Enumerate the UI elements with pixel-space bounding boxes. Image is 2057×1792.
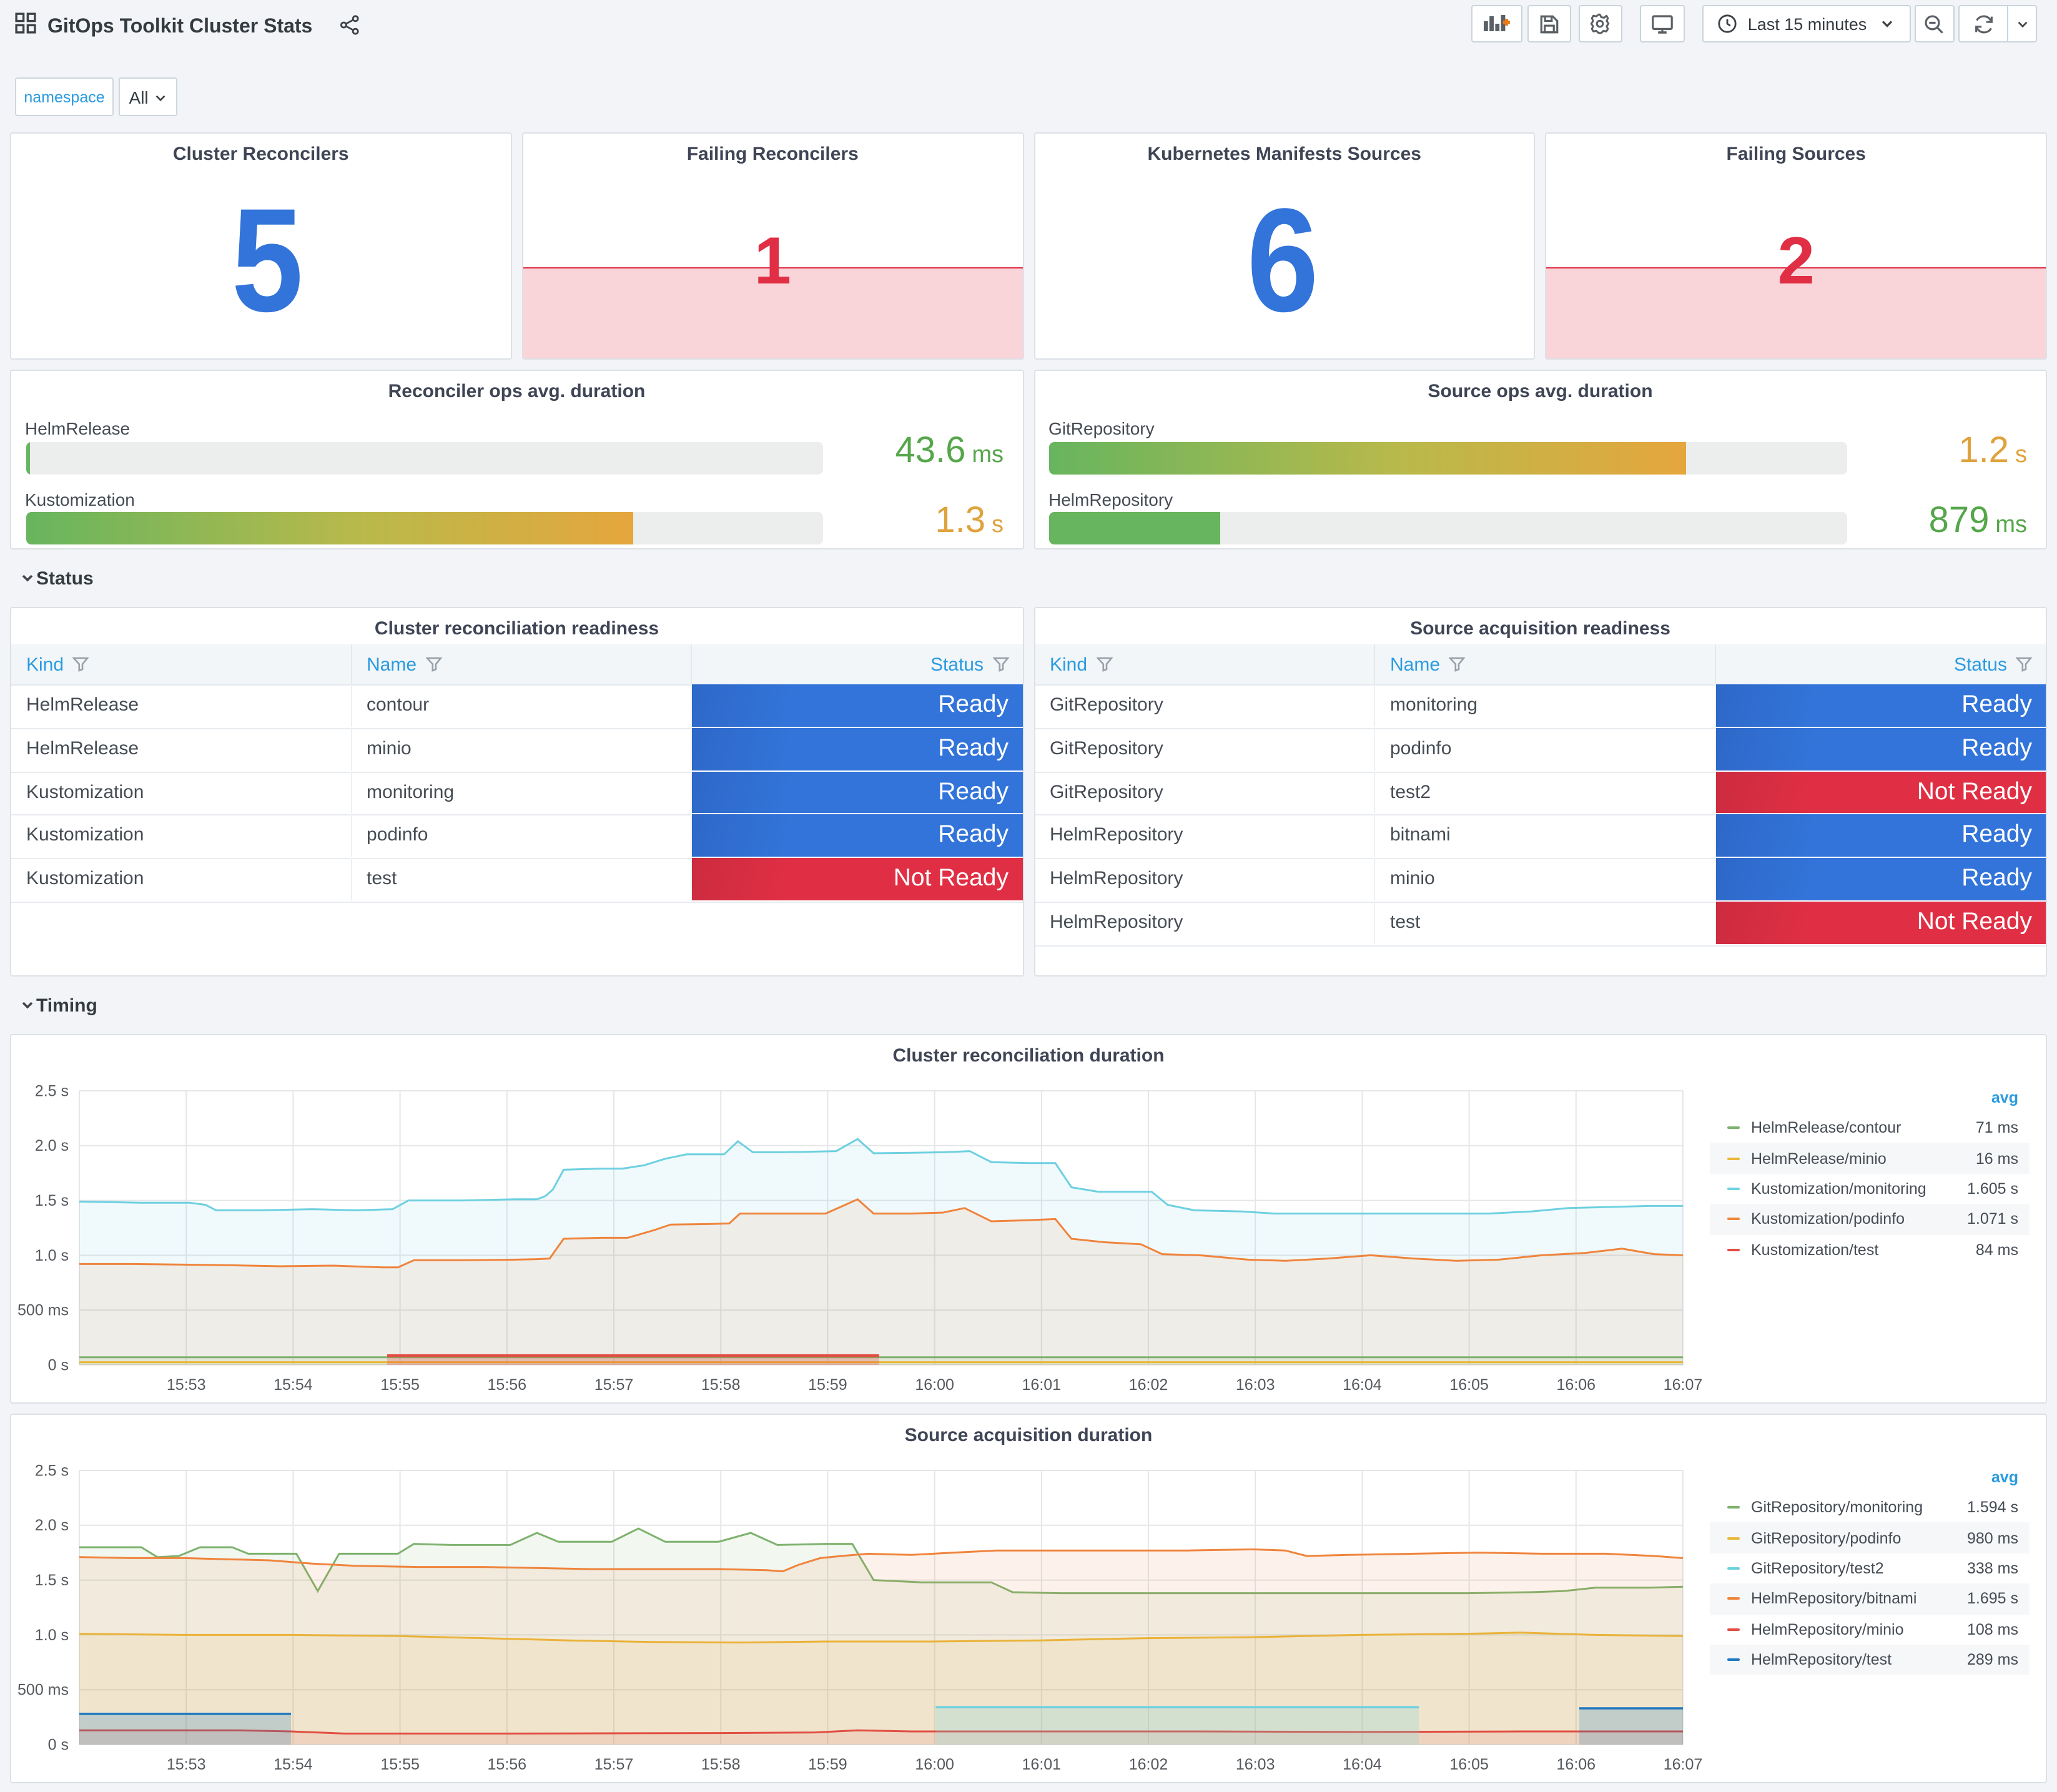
svg-text:1.0 s: 1.0 s — [35, 1627, 69, 1644]
svg-text:15:54: 15:54 — [274, 1756, 313, 1773]
svg-text:16:06: 16:06 — [1557, 1756, 1596, 1773]
svg-text:15:59: 15:59 — [808, 1756, 847, 1773]
svg-text:16:02: 16:02 — [1129, 1756, 1168, 1773]
svg-text:15:55: 15:55 — [380, 1376, 420, 1394]
svg-text:15:57: 15:57 — [594, 1756, 634, 1773]
svg-text:2.5 s: 2.5 s — [35, 1462, 69, 1479]
svg-text:16:00: 16:00 — [915, 1756, 954, 1773]
svg-text:15:56: 15:56 — [488, 1376, 527, 1394]
svg-text:15:53: 15:53 — [167, 1376, 206, 1394]
svg-text:2.0 s: 2.0 s — [35, 1137, 69, 1154]
svg-text:2.5 s: 2.5 s — [35, 1082, 69, 1100]
svg-text:0 s: 0 s — [48, 1736, 69, 1753]
svg-text:2.0 s: 2.0 s — [35, 1517, 69, 1534]
svg-text:15:57: 15:57 — [594, 1376, 634, 1394]
svg-text:500 ms: 500 ms — [17, 1681, 69, 1699]
svg-text:16:03: 16:03 — [1236, 1756, 1275, 1773]
svg-text:16:03: 16:03 — [1236, 1376, 1275, 1394]
svg-text:1.5 s: 1.5 s — [35, 1192, 69, 1209]
svg-text:15:55: 15:55 — [380, 1756, 420, 1773]
svg-text:1.0 s: 1.0 s — [35, 1247, 69, 1264]
svg-text:16:01: 16:01 — [1022, 1756, 1062, 1773]
svg-text:16:07: 16:07 — [1664, 1376, 1703, 1394]
svg-text:16:04: 16:04 — [1343, 1376, 1382, 1394]
svg-text:15:58: 15:58 — [701, 1756, 741, 1773]
svg-text:15:58: 15:58 — [701, 1376, 741, 1394]
svg-text:15:59: 15:59 — [808, 1376, 847, 1394]
svg-text:16:00: 16:00 — [915, 1376, 954, 1394]
svg-text:0 s: 0 s — [48, 1356, 69, 1374]
svg-text:1.5 s: 1.5 s — [35, 1572, 69, 1589]
svg-text:15:56: 15:56 — [488, 1756, 527, 1773]
svg-text:16:01: 16:01 — [1022, 1376, 1062, 1394]
svg-text:500 ms: 500 ms — [17, 1302, 69, 1319]
svg-text:16:05: 16:05 — [1449, 1756, 1489, 1773]
svg-text:16:04: 16:04 — [1343, 1756, 1382, 1773]
svg-text:15:53: 15:53 — [167, 1756, 206, 1773]
svg-text:15:54: 15:54 — [274, 1376, 313, 1394]
svg-text:16:06: 16:06 — [1557, 1376, 1596, 1394]
svg-text:16:05: 16:05 — [1449, 1376, 1489, 1394]
svg-text:16:07: 16:07 — [1664, 1756, 1703, 1773]
svg-text:16:02: 16:02 — [1129, 1376, 1168, 1394]
